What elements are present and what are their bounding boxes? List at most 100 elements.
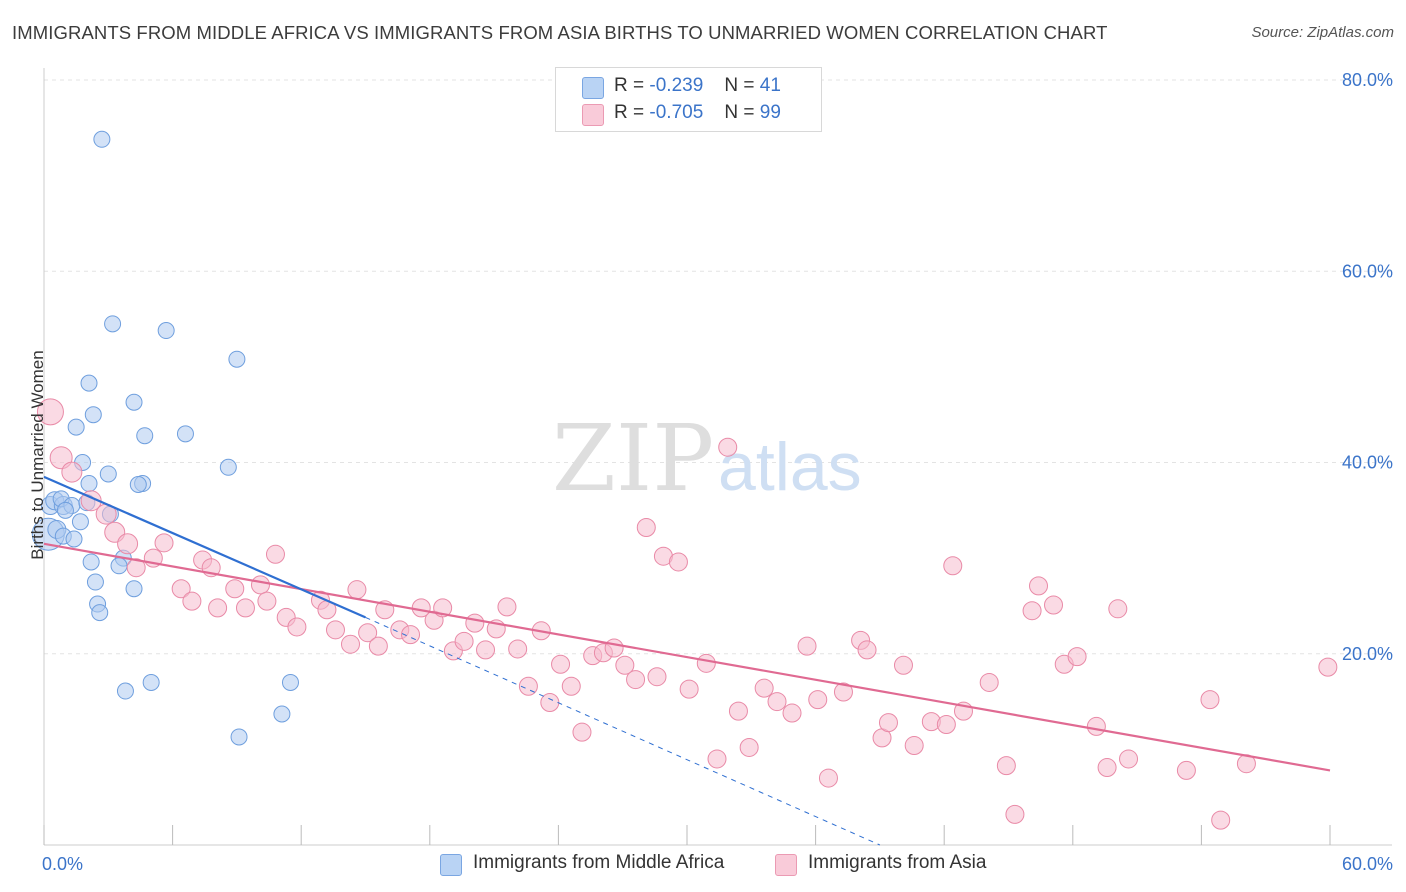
middle-africa-point <box>176 425 194 443</box>
asia-point <box>1067 647 1087 667</box>
asia-point <box>604 638 624 658</box>
asia-point <box>476 640 496 660</box>
middle-africa-point <box>80 475 98 493</box>
asia-point <box>518 676 538 696</box>
asia-point <box>797 636 817 656</box>
bottom-legend-swatch-blue <box>440 854 462 876</box>
middle-africa-point <box>129 475 147 493</box>
gridlines <box>44 79 1392 655</box>
middle-africa-point <box>125 393 143 411</box>
middle-africa-point <box>136 427 154 445</box>
asia-point <box>668 552 688 572</box>
middle-africa-point <box>82 553 100 571</box>
axes <box>43 68 1392 846</box>
asia-point <box>358 623 378 643</box>
asia-point <box>325 620 345 640</box>
asia-trend-line <box>43 542 1331 772</box>
asia-point <box>1318 657 1338 677</box>
asia-point <box>1005 804 1025 824</box>
asia-point <box>182 591 202 611</box>
legend-n-value: 99 <box>759 102 781 123</box>
middle-africa-point <box>281 673 299 691</box>
asia-point <box>551 654 571 674</box>
asia-point <box>1044 595 1064 615</box>
y-tick-label: 80.0% <box>1342 70 1393 90</box>
middle-africa-point <box>142 673 160 691</box>
legend-r-value: -0.705 <box>649 102 704 123</box>
asia-point <box>878 713 898 733</box>
middle-africa-point <box>56 501 74 519</box>
middle-africa-point <box>273 705 291 723</box>
asia-point <box>257 591 277 611</box>
asia-point <box>936 715 956 735</box>
asia-point <box>287 617 307 637</box>
asia-point <box>1119 749 1139 769</box>
asia-point <box>368 636 388 656</box>
asia-point <box>340 634 360 654</box>
middle-africa-point <box>93 130 111 148</box>
asia-point <box>647 667 667 687</box>
asia-point <box>782 703 802 723</box>
asia-point <box>465 613 485 633</box>
middle-africa-point <box>99 465 117 483</box>
bottom-legend-swatch-pink <box>775 854 797 876</box>
asia-point <box>1029 576 1049 596</box>
middle-africa-point <box>230 728 248 746</box>
asia-point <box>904 736 924 756</box>
asia-point <box>857 640 877 660</box>
middle-africa-trend-extension <box>365 616 881 846</box>
asia-point <box>615 655 635 675</box>
asia-point <box>1086 716 1106 736</box>
middle-africa-point <box>80 374 98 392</box>
asia-point <box>454 631 474 651</box>
asia-point <box>943 556 963 576</box>
asia-point <box>1022 601 1042 621</box>
asia-point <box>265 544 285 564</box>
asia-point <box>718 437 738 457</box>
middle-africa-point <box>86 573 104 591</box>
watermark: ZIP atlas <box>552 405 862 512</box>
asia-point <box>754 678 774 698</box>
asia-point <box>250 575 270 595</box>
asia-point <box>707 749 727 769</box>
middle-africa-point <box>125 580 143 598</box>
asia-point <box>117 533 139 555</box>
asia-point <box>1200 690 1220 710</box>
asia-point <box>767 692 787 712</box>
middle-africa-trend-line <box>43 475 366 619</box>
asia-point <box>1108 599 1128 619</box>
asia-point <box>154 533 174 553</box>
asia-point <box>728 701 748 721</box>
asia-point <box>36 398 64 426</box>
correlation-legend: R = -0.239 N = 41 R = -0.705 N = 99 <box>555 67 822 132</box>
middle-africa-point <box>116 682 134 700</box>
y-tick-label: 40.0% <box>1342 453 1393 473</box>
asia-point <box>572 722 592 742</box>
y-tick-label: 20.0% <box>1342 644 1393 664</box>
asia-point <box>626 670 646 690</box>
asia-point <box>1097 758 1117 778</box>
asia-point <box>1211 810 1231 830</box>
x-tick-label: 0.0% <box>42 854 83 874</box>
legend-swatch-pink <box>582 104 604 126</box>
middle-africa-point <box>110 557 128 575</box>
y-axis-title: Births to Unmarried Women <box>28 350 47 560</box>
legend-r-label: R = <box>614 75 645 96</box>
chart-title: IMMIGRANTS FROM MIDDLE AFRICA VS IMMIGRA… <box>12 22 1108 43</box>
watermark-zip: ZIP <box>552 405 714 512</box>
middle-africa-point <box>219 458 237 476</box>
asia-point <box>893 655 913 675</box>
asia-point <box>679 679 699 699</box>
source-label: Source: ZipAtlas.com <box>1251 24 1394 41</box>
asia-point <box>696 653 716 673</box>
watermark-atlas: atlas <box>718 429 862 505</box>
asia-point <box>497 597 517 617</box>
legend-r-value: -0.239 <box>649 75 704 96</box>
asia-point <box>225 579 245 599</box>
middle-africa-point <box>91 604 109 622</box>
trend-lines <box>43 475 1331 846</box>
asia-point <box>979 672 999 692</box>
asia-point <box>208 598 228 618</box>
asia-point <box>561 676 581 696</box>
